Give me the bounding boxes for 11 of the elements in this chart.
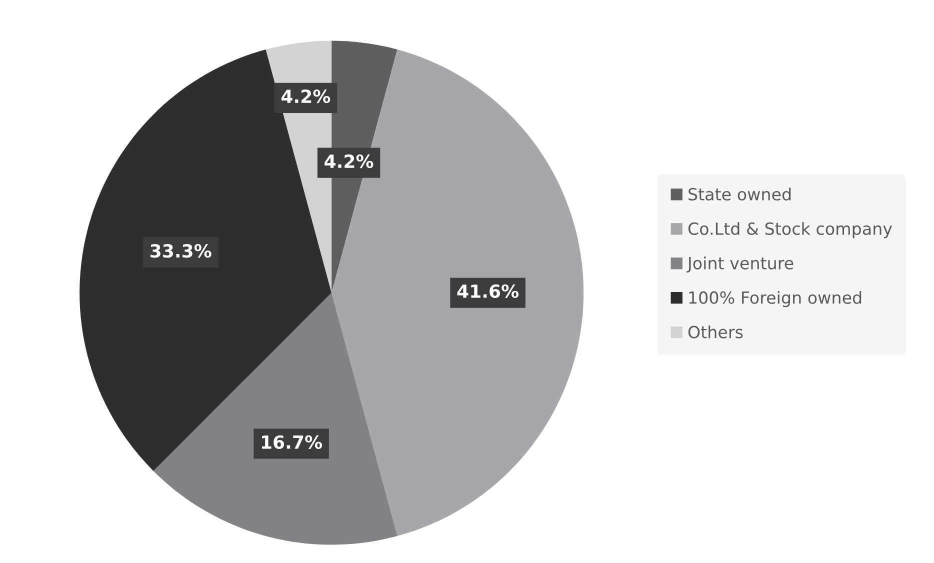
legend-label: 100% Foreign owned: [689, 291, 862, 308]
data-label: 4.2%: [281, 89, 330, 104]
data-label: 41.6%: [457, 284, 519, 298]
legend-label: Co.Ltd & Stock company: [688, 222, 892, 238]
legend-label: State owned: [688, 188, 791, 201]
data-label: 4.2%: [324, 154, 374, 168]
legend-label: Joint venture: [686, 256, 794, 273]
data-label: 33.3%: [150, 244, 212, 258]
pie-slice: [153, 292, 398, 545]
data-label: 16.7%: [262, 435, 322, 449]
legend-label: Others: [688, 325, 743, 338]
